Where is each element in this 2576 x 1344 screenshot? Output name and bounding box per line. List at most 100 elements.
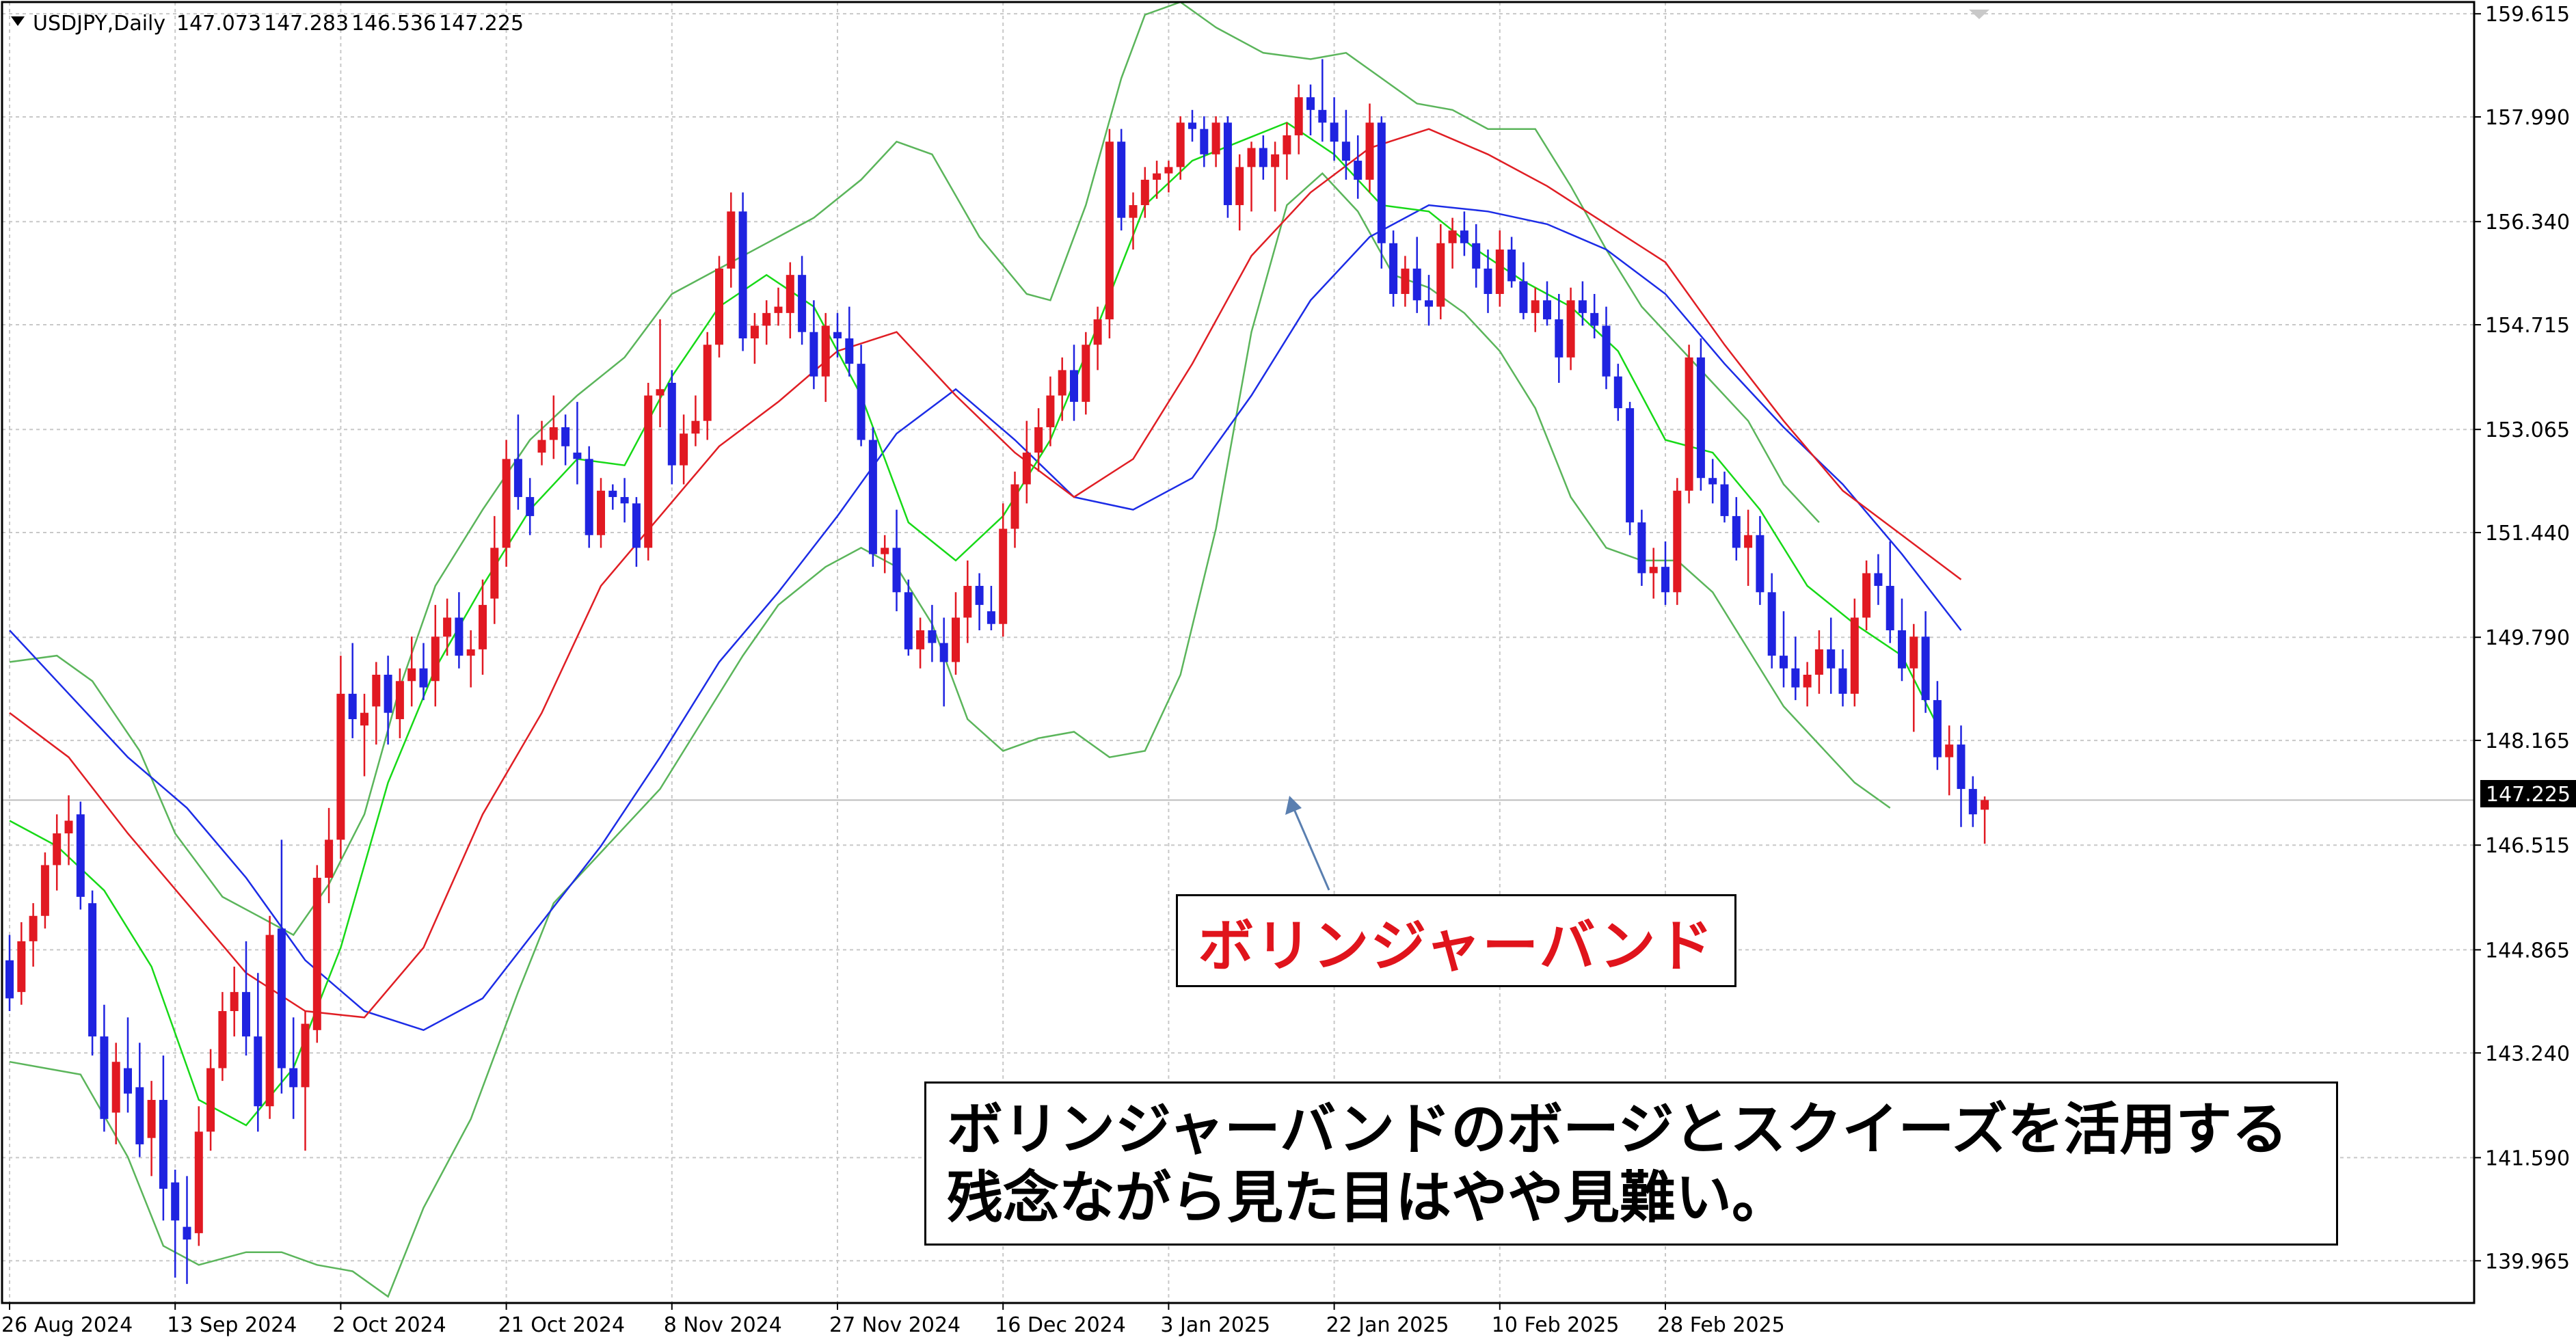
candle xyxy=(1696,338,1705,491)
candle-body xyxy=(1921,636,1930,701)
y-tick-label: 156.340 xyxy=(2485,211,2570,234)
candle xyxy=(1495,230,1504,307)
candle-body xyxy=(124,1068,132,1094)
candle xyxy=(798,256,807,345)
candle xyxy=(1933,681,1942,770)
candle-body xyxy=(1862,573,1871,618)
candle-body xyxy=(1117,142,1126,218)
candle-body xyxy=(1211,122,1220,154)
candle-body xyxy=(868,440,877,554)
candle-body xyxy=(1058,370,1066,396)
candle-body xyxy=(88,903,97,1037)
x-tick-label: 16 Dec 2024 xyxy=(995,1313,1126,1337)
candle-body xyxy=(680,433,688,466)
candle xyxy=(750,312,759,364)
candle-body xyxy=(1093,319,1102,345)
candle xyxy=(1046,376,1055,446)
current-price-tag-bg xyxy=(2480,780,2576,807)
candle-body xyxy=(561,427,570,446)
candle-body xyxy=(939,643,948,662)
candle xyxy=(526,478,535,535)
symbol-label: USDJPY,Daily xyxy=(33,12,165,36)
candle-body xyxy=(738,211,747,338)
candle xyxy=(1318,59,1327,142)
candle xyxy=(53,814,62,891)
candle xyxy=(656,319,665,427)
candle-body xyxy=(644,395,653,548)
chart-shift-marker-icon[interactable] xyxy=(1969,10,1989,19)
candle-body xyxy=(372,674,381,707)
candle xyxy=(1294,84,1303,154)
candle-body xyxy=(656,389,665,396)
candle-body xyxy=(64,820,73,834)
candle-body xyxy=(1566,300,1575,358)
candle xyxy=(1886,541,1894,643)
candle xyxy=(892,509,901,612)
high-value: 147.283 xyxy=(264,12,349,36)
candle xyxy=(1425,275,1433,326)
candle-body xyxy=(1235,167,1244,206)
candle-body xyxy=(1259,148,1267,167)
candle xyxy=(1389,230,1398,307)
candle-body xyxy=(360,712,368,726)
candle-body xyxy=(786,275,794,313)
candle-body xyxy=(1129,205,1138,218)
candle-body xyxy=(573,453,582,459)
candle xyxy=(17,922,26,1005)
candle xyxy=(1756,515,1765,605)
candle xyxy=(407,636,416,707)
candle xyxy=(881,535,889,574)
candle-body xyxy=(549,427,558,440)
candle xyxy=(1129,192,1138,250)
candle-body xyxy=(667,382,676,466)
x-tick-label: 2 Oct 2024 xyxy=(332,1313,446,1337)
candle xyxy=(1010,471,1019,548)
candle xyxy=(1507,237,1516,288)
candle-body xyxy=(419,668,428,688)
candle-body xyxy=(40,865,49,916)
candle xyxy=(1555,294,1564,383)
x-tick-label: 3 Jan 2025 xyxy=(1160,1313,1270,1337)
candle-body xyxy=(1626,408,1635,523)
candle-body xyxy=(809,332,818,377)
note-line-2: 残念ながら見た目はやや見難い。 xyxy=(947,1166,1788,1231)
price-axis: 159.615 157.990 156.340 154.715 153.065 151.4… xyxy=(2474,3,2570,1274)
candle xyxy=(1732,497,1741,561)
candle xyxy=(1058,357,1066,421)
candle-body xyxy=(1744,535,1753,548)
candle-body xyxy=(1590,312,1599,326)
candle xyxy=(289,1017,298,1119)
x-tick-label: 22 Jan 2025 xyxy=(1326,1313,1449,1337)
candle-body xyxy=(1945,744,1954,757)
candle-body xyxy=(1708,478,1717,485)
candle-body xyxy=(1436,243,1445,307)
candle-body xyxy=(1780,656,1788,669)
note-line-1: ボリンジャーバンドのボージとスクイーズを活用する xyxy=(947,1097,2288,1162)
candle-body xyxy=(29,915,38,941)
candle xyxy=(987,586,995,631)
candle xyxy=(1448,217,1457,269)
candle-body xyxy=(1294,97,1303,135)
candle xyxy=(1957,725,1965,827)
candle xyxy=(502,440,511,567)
candle-body xyxy=(218,1010,227,1069)
time-axis: 26 Aug 2024 13 Sep 2024 2 Oct 2024 21 Oct 2… xyxy=(1,1303,1785,1337)
callout-arrow xyxy=(1285,796,1330,891)
current-price-value: 147.225 xyxy=(2486,783,2571,807)
low-value: 146.536 xyxy=(351,12,436,36)
candle-body xyxy=(348,693,357,719)
candle-body xyxy=(479,604,487,649)
candle xyxy=(29,903,38,967)
candle-body xyxy=(892,548,901,593)
candle xyxy=(774,287,783,326)
candle-body xyxy=(135,1087,144,1144)
candle-body xyxy=(1531,300,1540,313)
candle xyxy=(821,312,830,402)
candle-body xyxy=(1613,376,1622,409)
candle-body xyxy=(1164,167,1173,174)
chevron-down-icon[interactable] xyxy=(11,16,25,26)
candle xyxy=(1519,262,1528,320)
candle xyxy=(1034,408,1043,472)
ema-slow-line xyxy=(9,128,1962,1019)
